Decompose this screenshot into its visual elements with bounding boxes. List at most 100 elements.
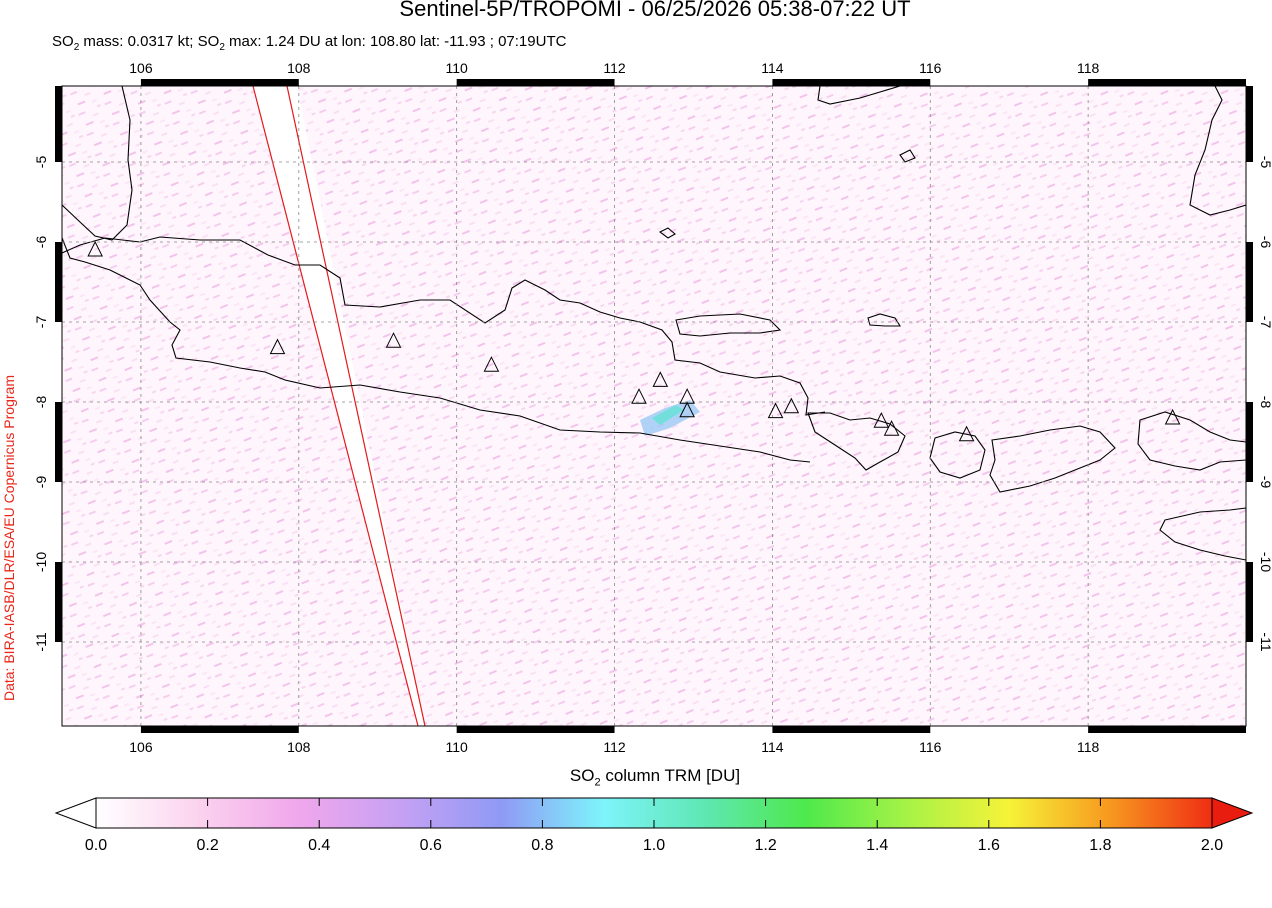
colorbar-tick-label: 0.6 [420, 837, 442, 853]
colorbar: 0.0 0.2 0.4 0.6 0.8 1.0 1.2 1.4 1.6 1.8 2.0 [54, 797, 1254, 853]
lat-label-left: -11 [33, 632, 49, 651]
lat-label-right: -11 [1258, 632, 1272, 651]
subtitle: SO2 mass: 0.0317 kt; SO2 max: 1.24 DU at… [52, 33, 566, 53]
lon-label-bottom: 114 [761, 739, 784, 755]
coast-madura [675, 313, 782, 337]
colorbar-tick-label: 0.0 [85, 837, 107, 853]
lon-labels-bottom: 106 108 110 112 114 116 118 [129, 739, 1099, 755]
coast-bawean [899, 149, 916, 163]
border-bar-right [1246, 562, 1253, 642]
lon-label-top: 110 [446, 60, 469, 76]
border-bar-right [1246, 242, 1253, 322]
subtitle-prefix: SO [52, 33, 74, 50]
volcano-triangle [631, 388, 647, 404]
graticule [62, 86, 1246, 726]
coast-java-north [62, 236, 826, 416]
lat-label-right: -10 [1258, 552, 1272, 572]
lat-label-right: -5 [1258, 156, 1272, 169]
subtitle-sub2: 2 [219, 42, 225, 53]
volcano-triangle [87, 240, 103, 257]
colorbar-tick-label: 1.6 [978, 837, 1000, 853]
lon-labels-top: 106 108 110 112 114 116 118 [129, 60, 1099, 76]
lon-label-top: 106 [129, 60, 153, 76]
border-bar-top [772, 79, 931, 86]
lat-label-right: -6 [1258, 236, 1272, 249]
lon-label-top: 114 [761, 60, 784, 76]
lon-label-top: 108 [287, 60, 311, 76]
volcano-triangle [883, 420, 900, 436]
volcano-triangle [679, 401, 695, 418]
lat-label-right: -8 [1258, 396, 1272, 409]
coast-borneo [817, 86, 901, 105]
subtitle-mid: mass: 0.0317 kt; SO [79, 33, 220, 50]
border-bar-bottom [140, 726, 299, 733]
coast-sumbawa [989, 425, 1116, 493]
colorbar-title: SO2 column TRM [DU] [0, 766, 1272, 788]
coast-flores [1137, 411, 1246, 471]
swath-edge-east [286, 86, 426, 726]
lat-label-right: -9 [1258, 476, 1272, 489]
lat-label-left: -7 [33, 316, 49, 329]
coast-sulawesi [1189, 86, 1246, 216]
data-credit: Data: BIRA-IASB/DLR/ESA/EU Copernicus Pr… [1, 375, 17, 702]
colorbar-title-prefix: SO [569, 766, 595, 785]
volcano-triangle [483, 356, 500, 372]
border-bar-bottom [772, 726, 931, 733]
page-title: Sentinel-5P/TROPOMI - 06/25/2026 05:38-0… [399, 0, 911, 21]
lon-label-bottom: 118 [1077, 739, 1100, 755]
coast-lombok [929, 431, 986, 479]
lon-label-bottom: 110 [446, 739, 469, 755]
subtitle-sub1: 2 [73, 42, 80, 53]
lon-label-top: 112 [603, 60, 626, 76]
border-bar-top [140, 79, 299, 86]
so2-plume-core [652, 405, 684, 425]
lon-label-bottom: 106 [129, 739, 153, 755]
volcano-triangle [269, 338, 286, 355]
colorbar-high-extend-arrow [1211, 797, 1254, 829]
colorbar-tick-label: 1.8 [1089, 837, 1111, 853]
lat-label-left: -10 [33, 552, 49, 572]
axis-border-bars [55, 79, 1253, 733]
border-bar-bottom [1088, 726, 1246, 733]
border-bar-right [1246, 86, 1253, 162]
lon-label-bottom: 108 [287, 739, 311, 755]
border-bar-right [1246, 402, 1253, 482]
swath-gap [253, 86, 425, 726]
colorbar-tick-label: 0.2 [196, 837, 218, 853]
colorbar-tick-label: 0.8 [531, 837, 553, 853]
so2-map-figure: 106 108 110 112 114 116 118 106 108 110 112 114 116… [33, 60, 1272, 853]
border-bar-top [1088, 79, 1246, 86]
volcano-triangle [652, 371, 669, 387]
volcano-triangle [958, 425, 975, 442]
lat-label-right: -7 [1258, 316, 1272, 329]
coast-karimunjawa [658, 227, 676, 239]
border-bar-left [55, 86, 62, 162]
lat-label-left: -6 [33, 236, 49, 249]
border-bar-bottom [456, 726, 615, 733]
coast-kangean [867, 313, 901, 327]
border-bar-left [55, 242, 62, 322]
volcano-triangle [767, 402, 784, 419]
coastlines [62, 86, 1246, 561]
volcano-triangle [873, 412, 890, 428]
volcano-triangle [385, 332, 402, 348]
colorbar-tick-label: 2.0 [1201, 837, 1223, 853]
lat-labels-left: -5 -6 -7 -8 -9 -10 -11 [33, 156, 49, 652]
coast-sumba [1159, 507, 1246, 561]
border-bar-left [55, 562, 62, 642]
lat-label-left: -9 [33, 476, 49, 489]
colorbar-tick-label: 1.0 [643, 837, 665, 853]
lat-labels-right: -5 -6 -7 -8 -9 -10 -11 [1258, 156, 1272, 652]
colorbar-tick-label: 1.4 [866, 837, 888, 853]
volcano-markers [87, 240, 1181, 442]
so2-background-field [62, 86, 1246, 726]
colorbar-title-sub: 2 [594, 776, 601, 789]
coast-bali [807, 412, 906, 471]
coast-sumatra [62, 86, 133, 241]
lon-label-top: 116 [919, 60, 942, 76]
lat-label-left: -5 [33, 156, 49, 169]
colorbar-title-suffix: column TRM [DU] [600, 766, 741, 785]
lon-label-bottom: 116 [919, 739, 942, 755]
lat-label-left: -8 [33, 396, 49, 409]
colorbar-low-extend-arrow [54, 797, 97, 829]
